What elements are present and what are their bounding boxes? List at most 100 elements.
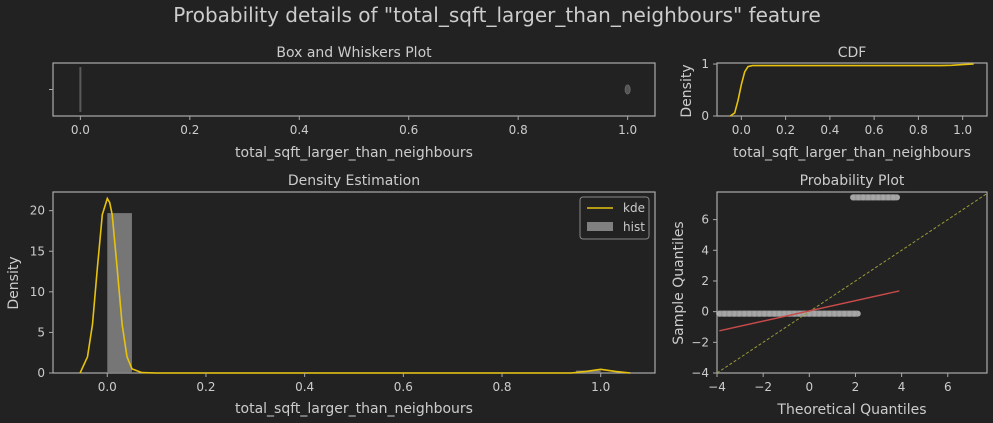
qq-xtick-label: 2: [852, 380, 860, 394]
box-xtick-label: 0.6: [399, 123, 418, 137]
density-ytick-label: 15: [30, 244, 45, 258]
density-ytick-label: 20: [30, 204, 45, 218]
cdf-frame: [716, 62, 988, 117]
qq-point: [810, 310, 818, 317]
probability-plot-ylabel: Sample Quantiles: [671, 221, 687, 344]
qq-ytick-label: 2: [701, 274, 709, 288]
probability-plot-frame: [716, 191, 988, 374]
qq-point: [740, 310, 748, 317]
density-xtick-label: 0.8: [492, 380, 511, 394]
qq-point: [755, 310, 763, 317]
qq-point: [879, 194, 887, 201]
qq-point: [815, 310, 823, 317]
density-title: Density Estimation: [288, 173, 420, 189]
probability-plot-title: Probability Plot: [800, 173, 905, 189]
qq-point: [884, 194, 892, 201]
box-xtick-label: 0.8: [509, 123, 528, 137]
qq-point: [864, 194, 872, 201]
qq-point: [745, 310, 753, 317]
qq-ytick-label: 0: [701, 305, 709, 319]
qq-point: [874, 194, 882, 201]
qq-xtick-label: 0: [805, 380, 813, 394]
cdf-ytick-label: 1: [701, 57, 709, 71]
qq-point: [830, 310, 838, 317]
density-ytick-label: 0: [37, 366, 45, 380]
density-xlabel: total_sqft_larger_than_neighbours: [235, 401, 473, 417]
qq-xtick-label: −4: [708, 380, 726, 394]
qq-point: [720, 310, 728, 317]
box-outlier-point: [624, 84, 631, 95]
cdf-xtick-label: 0.0: [732, 123, 751, 137]
box-plot-frame: [52, 62, 656, 117]
cdf-ylabel: Density: [679, 64, 695, 117]
qq-point: [760, 310, 768, 317]
legend-hist-swatch: [587, 222, 613, 231]
qq-point: [725, 310, 733, 317]
qq-point: [854, 194, 862, 201]
box-xtick-label: 0.2: [180, 123, 199, 137]
box-xtick-label: 0.0: [71, 123, 90, 137]
density-legend: kde hist: [579, 196, 650, 240]
probability-plot-xlabel: Theoretical Quantiles: [776, 402, 926, 418]
box-xtick-label: 1.0: [618, 123, 637, 137]
qq-xtick-label: −2: [754, 380, 772, 394]
cdf-panel: CDF total_sqft_larger_than_neighbours De…: [679, 45, 988, 161]
cdf-line: [729, 63, 974, 117]
cdf-ytick-label: 0: [701, 109, 709, 123]
density-frame: [52, 191, 656, 374]
qq-point: [715, 310, 723, 317]
qq-point: [770, 310, 778, 317]
density-panel: Density Estimation total_sqft_larger_tha…: [6, 173, 656, 417]
qq-ytick-label: 6: [701, 213, 709, 227]
qq-point: [849, 194, 857, 201]
density-xtick-label: 0.0: [98, 380, 117, 394]
box-plot-title: Box and Whiskers Plot: [276, 45, 432, 61]
density-xtick-label: 0.2: [196, 380, 215, 394]
box-plot-xlabel: total_sqft_larger_than_neighbours: [235, 145, 473, 161]
qq-point: [730, 310, 738, 317]
cdf-xtick-label: 0.8: [909, 123, 928, 137]
qq-point: [775, 310, 783, 317]
density-xtick-label: 0.4: [295, 380, 314, 394]
qq-point: [750, 310, 758, 317]
box-plot-panel: Box and Whiskers Plot total_sqft_larger_…: [49, 45, 656, 161]
legend-kde-label: kde: [623, 201, 645, 215]
qq-point: [869, 194, 877, 201]
qq-ytick-label: −2: [691, 335, 709, 349]
density-xtick-label: 1.0: [591, 380, 610, 394]
cdf-xtick-label: 0.6: [865, 123, 884, 137]
cdf-xtick-label: 0.2: [776, 123, 795, 137]
probability-plot-panel: Probability Plot Theoretical Quantiles S…: [671, 173, 988, 418]
qq-point: [825, 310, 833, 317]
qq-point: [840, 310, 848, 317]
kde-line: [79, 196, 631, 374]
cdf-xtick-label: 1.0: [953, 123, 972, 137]
qq-point: [820, 310, 828, 317]
qq-ytick-label: 4: [701, 243, 709, 257]
qq-point: [800, 310, 808, 317]
qq-point: [735, 310, 743, 317]
density-ytick-label: 5: [37, 325, 45, 339]
qq-point: [850, 310, 858, 317]
qq-point: [845, 310, 853, 317]
density-ylabel: Density: [6, 256, 22, 309]
figure-title: Probability details of "total_sqft_large…: [173, 3, 821, 27]
qq-point: [859, 194, 867, 201]
density-xtick-label: 0.6: [394, 380, 413, 394]
qq-point: [889, 194, 897, 201]
qq-ytick-label: −4: [691, 366, 709, 380]
qq-point: [835, 310, 843, 317]
cdf-xlabel: total_sqft_larger_than_neighbours: [733, 145, 971, 161]
qq-xtick-label: 6: [944, 380, 952, 394]
box-xtick-label: 0.4: [290, 123, 309, 137]
qq-point: [765, 310, 773, 317]
qq-point: [785, 310, 793, 317]
density-ytick-label: 10: [30, 285, 45, 299]
qq-xtick-label: 4: [898, 380, 906, 394]
qq-fit-line: [719, 290, 900, 332]
cdf-title: CDF: [838, 45, 867, 61]
qq-reference-line: [716, 193, 988, 374]
legend-hist-label: hist: [623, 220, 645, 234]
cdf-xtick-label: 0.4: [820, 123, 839, 137]
